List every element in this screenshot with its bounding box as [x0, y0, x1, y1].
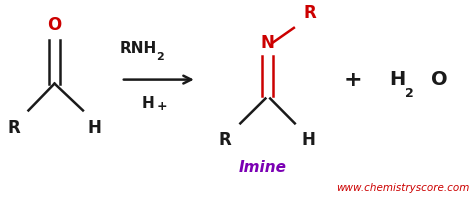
Text: +: + — [344, 70, 363, 90]
Text: O: O — [431, 70, 448, 89]
Text: N: N — [261, 34, 275, 52]
Text: R: R — [219, 131, 231, 149]
Text: R: R — [303, 4, 316, 22]
Text: www.chemistryscore.com: www.chemistryscore.com — [336, 183, 469, 193]
Text: H: H — [389, 70, 405, 89]
Text: RNH: RNH — [119, 41, 156, 56]
Text: R: R — [8, 119, 20, 137]
Text: +: + — [156, 100, 167, 112]
Text: Imine: Imine — [239, 160, 287, 175]
Text: 2: 2 — [156, 52, 164, 62]
Text: H: H — [141, 96, 154, 110]
Text: H: H — [88, 119, 102, 137]
Text: H: H — [301, 131, 315, 149]
Text: 2: 2 — [405, 87, 414, 100]
Text: O: O — [47, 16, 62, 34]
